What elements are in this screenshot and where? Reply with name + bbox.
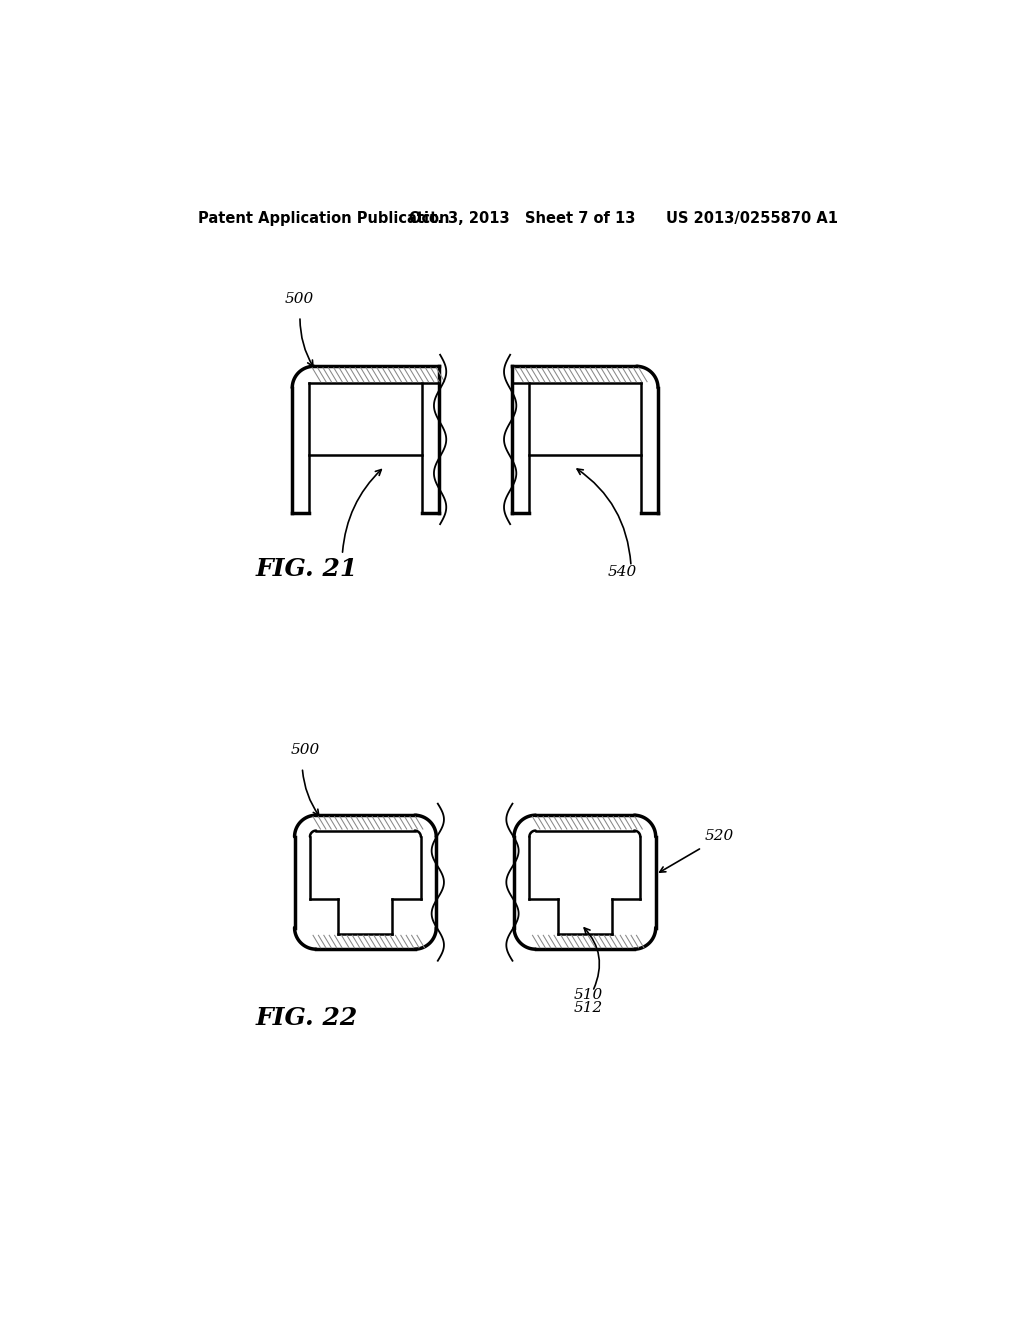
Text: Oct. 3, 2013   Sheet 7 of 13: Oct. 3, 2013 Sheet 7 of 13 [410, 211, 636, 226]
Text: 500: 500 [285, 292, 313, 306]
Text: 510: 510 [573, 989, 602, 1002]
Text: 520: 520 [705, 829, 733, 843]
Text: 512: 512 [573, 1002, 602, 1015]
Text: 500: 500 [291, 743, 319, 756]
Text: 540: 540 [608, 565, 637, 578]
Text: FIG. 21: FIG. 21 [256, 557, 358, 581]
Text: Patent Application Publication: Patent Application Publication [199, 211, 450, 226]
Text: FIG. 22: FIG. 22 [256, 1006, 358, 1030]
Text: US 2013/0255870 A1: US 2013/0255870 A1 [666, 211, 838, 226]
